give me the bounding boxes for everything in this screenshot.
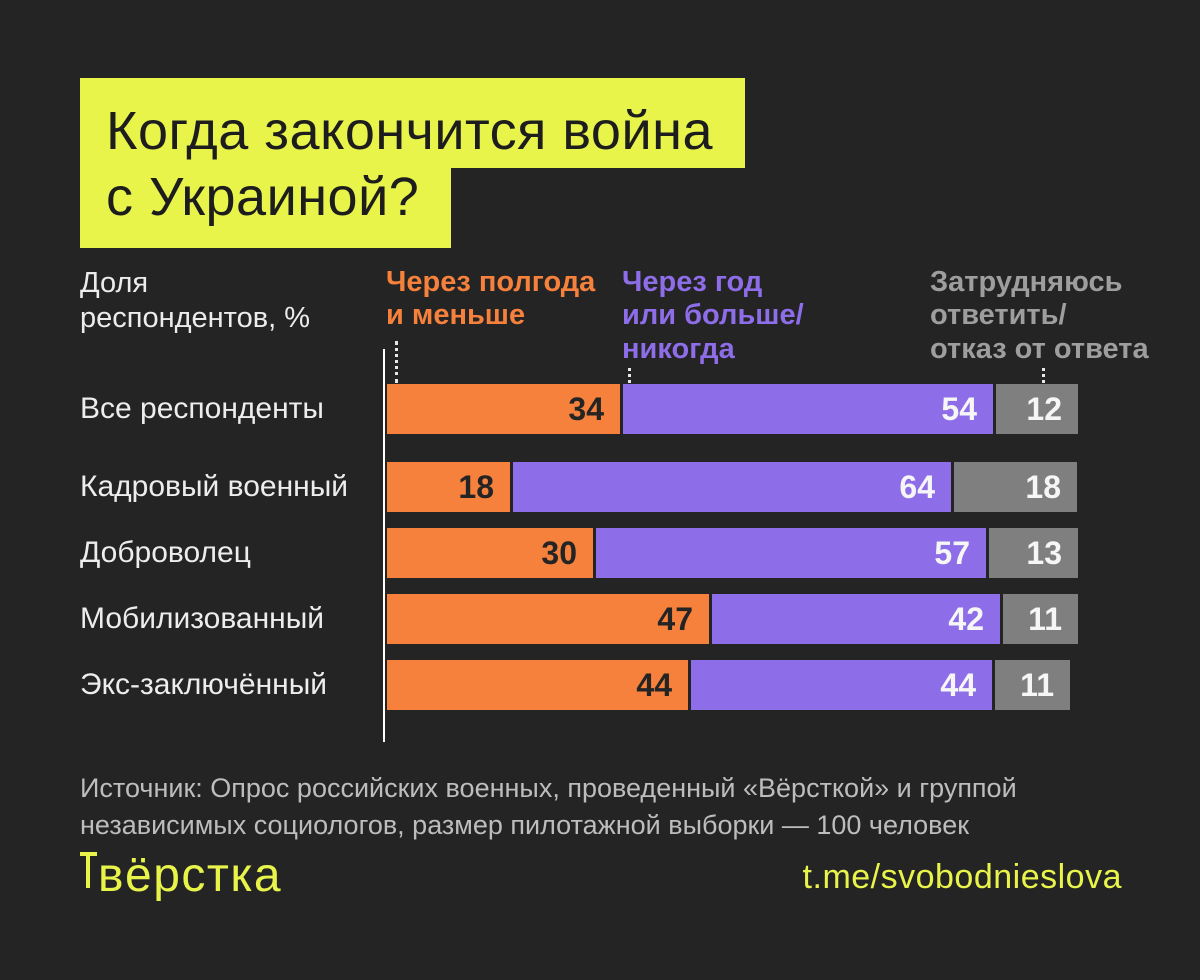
source-note: Источник: Опрос российских военных, пров… [80, 770, 1017, 845]
legend-item-half-year: Через полгода и меньше [386, 266, 596, 332]
bar-segment-gray: 12 [996, 384, 1078, 434]
chart-row: Кадровый военный 18 64 18 [0, 462, 1200, 512]
axis-units-label: Доля респондентов, % [80, 267, 311, 334]
bar-value: 54 [941, 390, 977, 427]
bar-segment-gray: 11 [995, 660, 1070, 710]
bar-group: 44 44 11 [387, 660, 1070, 710]
bar-group: 47 42 11 [387, 594, 1078, 644]
bar-segment-purple: 54 [623, 384, 993, 434]
source-line-1: Источник: Опрос российских военных, пров… [80, 773, 1017, 803]
bar-value: 44 [636, 666, 672, 703]
logo-text: вёрстка [98, 849, 283, 902]
bar-value: 18 [1025, 468, 1061, 505]
bar-value: 30 [541, 534, 577, 571]
bar-value: 13 [1026, 534, 1062, 571]
chart-rows: Все респонденты 34 54 12 Кадровый военный 18 6… [0, 384, 1200, 726]
bar-segment-gray: 11 [1003, 594, 1078, 644]
bar-value: 11 [1028, 600, 1062, 637]
title-line-1: Когда закончится война [80, 78, 745, 168]
legend-connector-orange [395, 341, 398, 383]
page-title: Когда закончится война с Украиной? [80, 78, 745, 248]
bar-segment-purple: 64 [513, 462, 951, 512]
chart-row: Экс-заключённый 44 44 11 [0, 660, 1200, 710]
legend-item-year-or-never: Через год или больше/ никогда [622, 266, 804, 365]
chart-row: Все респонденты 34 54 12 [0, 384, 1200, 434]
bar-group: 34 54 12 [387, 384, 1078, 434]
axis-baseline [383, 349, 385, 742]
bar-group: 30 57 13 [387, 528, 1078, 578]
bar-segment-purple: 42 [712, 594, 1000, 644]
bar-value: 57 [934, 534, 970, 571]
bar-value: 11 [1020, 666, 1054, 703]
bar-value: 47 [657, 600, 693, 637]
bar-value: 18 [458, 468, 494, 505]
bar-segment-purple: 57 [596, 528, 986, 578]
title-line-2: с Украиной? [80, 168, 452, 248]
bar-segment-orange: 30 [387, 528, 593, 578]
telegram-link[interactable]: t.me/svobodnieslova [802, 858, 1122, 896]
legend-connector-purple [628, 368, 631, 383]
row-label: Все респонденты [80, 392, 324, 425]
chart-row: Мобилизованный 47 42 11 [0, 594, 1200, 644]
bar-segment-orange: 34 [387, 384, 620, 434]
bar-segment-purple: 44 [691, 660, 992, 710]
bar-value: 44 [940, 666, 976, 703]
row-label: Доброволец [80, 536, 251, 569]
bar-value: 12 [1026, 390, 1062, 427]
bar-segment-orange: 44 [387, 660, 688, 710]
bar-value: 64 [899, 468, 935, 505]
bar-segment-gray: 13 [989, 528, 1078, 578]
bar-segment-orange: 18 [387, 462, 510, 512]
bar-segment-orange: 47 [387, 594, 709, 644]
legend-connector-gray [1042, 368, 1045, 383]
row-label: Кадровый военный [80, 470, 349, 503]
verstka-logo: вёрстка [80, 848, 282, 903]
bar-value: 42 [948, 600, 984, 637]
bar-value: 34 [568, 390, 604, 427]
row-label: Экс-заключённый [80, 668, 328, 701]
bar-group: 18 64 18 [387, 462, 1077, 512]
row-label: Мобилизованный [80, 602, 325, 635]
bar-segment-gray: 18 [954, 462, 1077, 512]
legend-item-no-answer: Затрудняюсь ответить/ отказ от ответа [930, 266, 1149, 365]
source-line-2: независимых социологов, размер пилотажно… [80, 810, 970, 841]
chart-row: Доброволец 30 57 13 [0, 528, 1200, 578]
logo-t-mark-icon [80, 852, 97, 888]
